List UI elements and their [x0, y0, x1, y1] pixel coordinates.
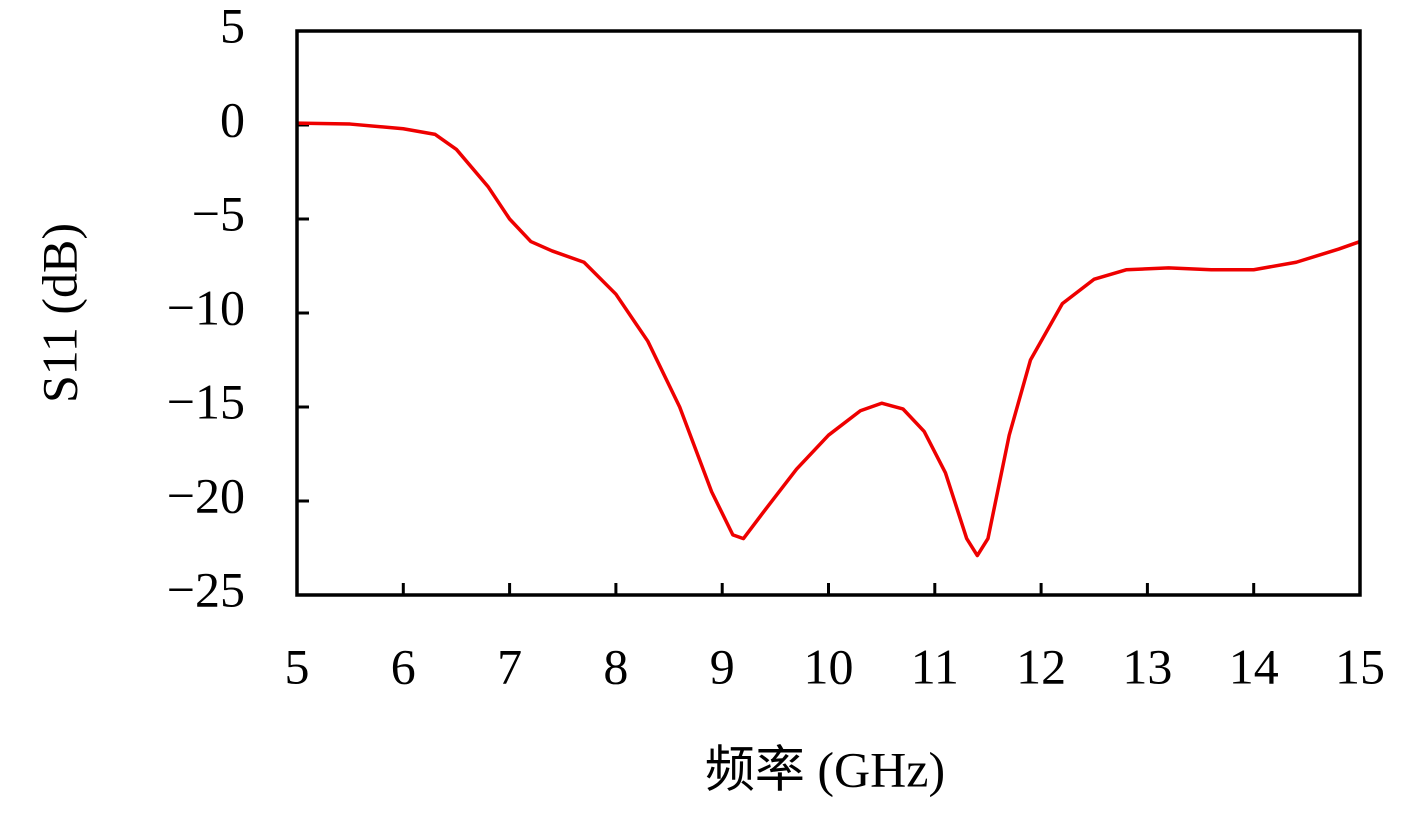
- x-tick-label: 13: [1122, 638, 1172, 694]
- y-tick-label: −15: [167, 373, 245, 429]
- plot-frame: [295, 29, 1362, 597]
- y-tick-label: −20: [167, 467, 245, 523]
- x-tick-label: 5: [285, 638, 310, 694]
- x-tick-label: 11: [911, 638, 959, 694]
- x-tick-label: 8: [603, 638, 628, 694]
- x-tick-label: 14: [1229, 638, 1279, 694]
- x-tick-label: 7: [497, 638, 522, 694]
- y-tick-label: −5: [192, 185, 245, 241]
- y-tick-label: 0: [220, 91, 245, 147]
- line: [296, 121, 1361, 558]
- x-tick-label: 9: [710, 638, 735, 694]
- x-tick-label: 10: [804, 638, 854, 694]
- y-tick-label: −25: [167, 561, 245, 617]
- y-tick-label: −10: [167, 279, 245, 335]
- x-tick-label: 12: [1016, 638, 1066, 694]
- y-axis-label: S11 (dB): [31, 223, 87, 403]
- x-tick-label: 15: [1335, 638, 1385, 694]
- x-axis-label: 频率 (GHz): [705, 741, 945, 797]
- x-tick-label: 6: [391, 638, 416, 694]
- y-tick-label: 5: [220, 0, 245, 53]
